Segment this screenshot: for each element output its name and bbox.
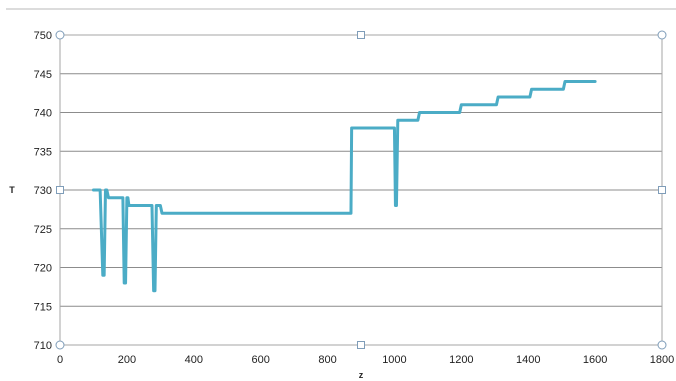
corner-resize-handle[interactable]: [55, 30, 65, 40]
x-tick-label: 800: [318, 354, 336, 366]
x-axis-title: z: [359, 370, 364, 380]
x-axis-ticks: 0 200 400 600 800 1000 1200 1400 1600 1800: [57, 354, 674, 366]
y-tick-label: 750: [34, 30, 52, 42]
x-tick-label: 1000: [382, 354, 406, 366]
top-divider: [6, 8, 676, 10]
x-tick-label: 1600: [583, 354, 607, 366]
series-line: [91, 80, 597, 293]
y-tick-label: 745: [34, 69, 52, 81]
y-tick-label: 720: [34, 263, 52, 275]
y-tick-label: 715: [34, 301, 52, 313]
corner-resize-handle[interactable]: [55, 340, 65, 350]
y-tick-label: 740: [34, 108, 52, 120]
x-tick-label: 200: [118, 354, 136, 366]
edge-resize-handle[interactable]: [357, 31, 365, 39]
y-axis-ticks: 710 715 720 725 730 735 740 745 750: [34, 30, 52, 352]
edge-resize-handle[interactable]: [357, 341, 365, 349]
y-tick-label: 725: [34, 224, 52, 236]
y-tick-label: 730: [34, 185, 52, 197]
edge-resize-handle[interactable]: [658, 186, 666, 194]
x-tick-label: 400: [185, 354, 203, 366]
x-tick-label: 1200: [449, 354, 473, 366]
y-axis-title: T: [9, 185, 15, 195]
selection-handles[interactable]: [55, 30, 667, 350]
x-tick-label: 1400: [516, 354, 540, 366]
corner-resize-handle[interactable]: [657, 30, 667, 40]
x-tick-label: 0: [57, 354, 63, 366]
x-tick-label: 1800: [650, 354, 674, 366]
y-tick-label: 735: [34, 146, 52, 158]
corner-resize-handle[interactable]: [657, 340, 667, 350]
series-group: [91, 80, 597, 293]
x-tick-label: 600: [251, 354, 269, 366]
y-tick-label: 710: [34, 340, 52, 352]
edge-resize-handle[interactable]: [56, 186, 64, 194]
